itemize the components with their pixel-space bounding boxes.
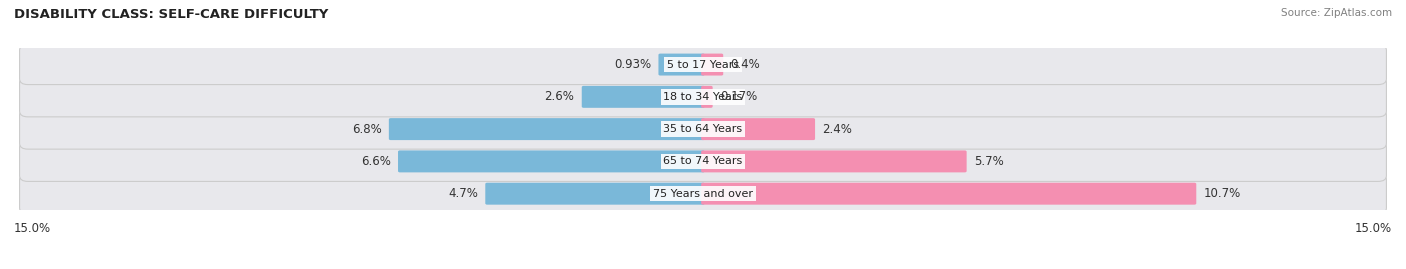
Text: 35 to 64 Years: 35 to 64 Years xyxy=(664,124,742,134)
FancyBboxPatch shape xyxy=(485,183,704,205)
Text: 4.7%: 4.7% xyxy=(449,187,478,200)
FancyBboxPatch shape xyxy=(702,54,723,76)
FancyBboxPatch shape xyxy=(20,141,1386,181)
Text: 5.7%: 5.7% xyxy=(974,155,1004,168)
FancyBboxPatch shape xyxy=(20,109,1386,149)
Text: 2.4%: 2.4% xyxy=(823,123,852,136)
Text: 65 to 74 Years: 65 to 74 Years xyxy=(664,156,742,167)
FancyBboxPatch shape xyxy=(20,174,1386,214)
FancyBboxPatch shape xyxy=(702,183,1197,205)
FancyBboxPatch shape xyxy=(582,86,704,108)
FancyBboxPatch shape xyxy=(20,77,1386,117)
Text: 18 to 34 Years: 18 to 34 Years xyxy=(664,92,742,102)
Text: 15.0%: 15.0% xyxy=(1355,222,1392,235)
Text: Source: ZipAtlas.com: Source: ZipAtlas.com xyxy=(1281,8,1392,18)
FancyBboxPatch shape xyxy=(398,150,704,172)
Text: 15.0%: 15.0% xyxy=(14,222,51,235)
FancyBboxPatch shape xyxy=(702,86,713,108)
Text: DISABILITY CLASS: SELF-CARE DIFFICULTY: DISABILITY CLASS: SELF-CARE DIFFICULTY xyxy=(14,8,329,21)
Text: 5 to 17 Years: 5 to 17 Years xyxy=(666,59,740,70)
FancyBboxPatch shape xyxy=(20,45,1386,84)
FancyBboxPatch shape xyxy=(702,150,967,172)
FancyBboxPatch shape xyxy=(389,118,704,140)
Text: 10.7%: 10.7% xyxy=(1204,187,1241,200)
FancyBboxPatch shape xyxy=(702,118,815,140)
Legend: Male, Female: Male, Female xyxy=(640,266,766,269)
Text: 0.17%: 0.17% xyxy=(720,90,758,103)
Text: 6.6%: 6.6% xyxy=(361,155,391,168)
FancyBboxPatch shape xyxy=(658,54,704,76)
Text: 0.93%: 0.93% xyxy=(614,58,651,71)
Text: 2.6%: 2.6% xyxy=(544,90,575,103)
Text: 6.8%: 6.8% xyxy=(352,123,381,136)
Text: 0.4%: 0.4% xyxy=(731,58,761,71)
Text: 75 Years and over: 75 Years and over xyxy=(652,189,754,199)
